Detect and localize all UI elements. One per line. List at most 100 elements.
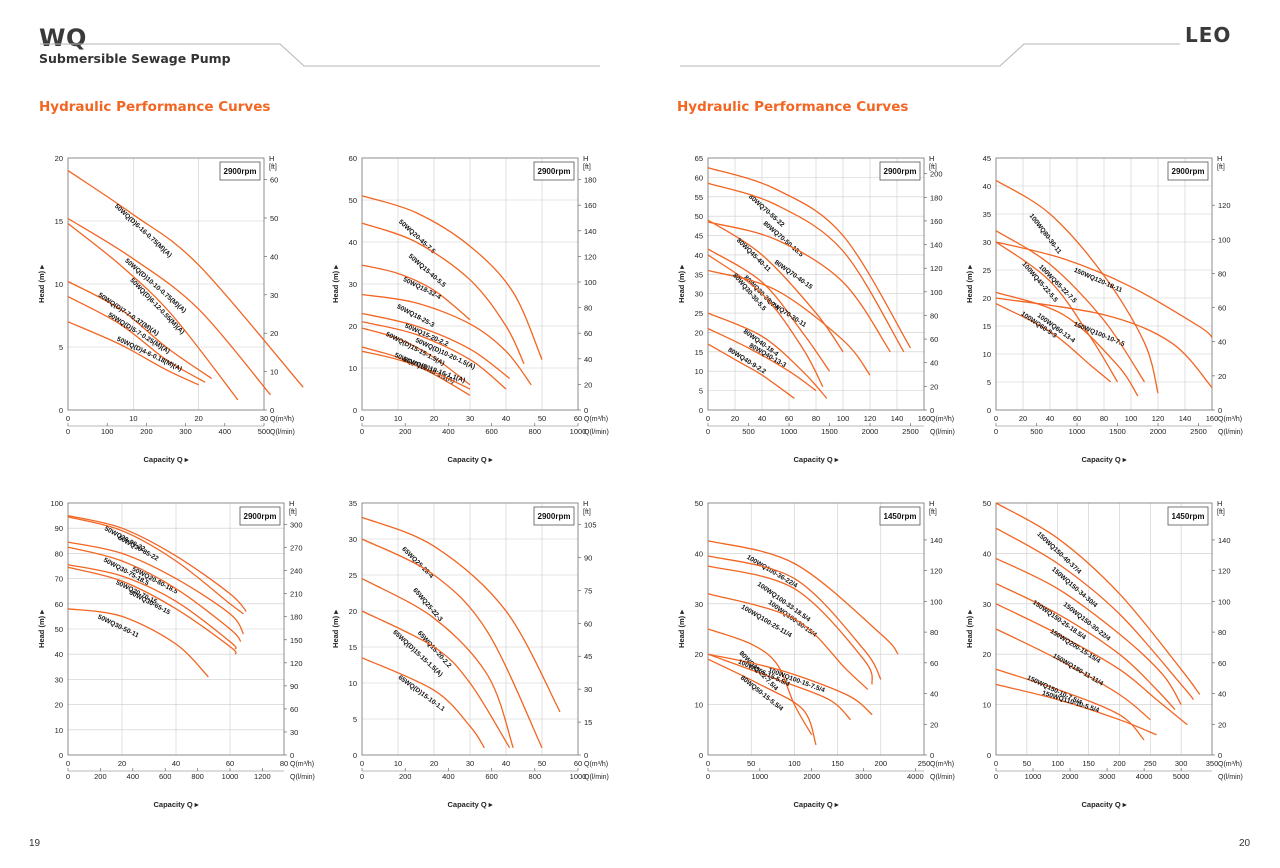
series-curve <box>995 628 1151 721</box>
lmin-tick-label: 200 <box>399 772 412 781</box>
ft-tick-label: 0 <box>930 751 934 760</box>
lmin-tick-label: 1500 <box>821 427 838 436</box>
x-tick-label: 0 <box>66 759 70 768</box>
lmin-tick-label: 4000 <box>1136 772 1153 781</box>
ft-unit-label: [ft] <box>289 509 297 516</box>
lmin-tick-label: 200 <box>140 427 153 436</box>
ft-tick-label: 180 <box>290 613 303 622</box>
ft-tick-label: 100 <box>1218 597 1231 606</box>
series-label: 80WQ70-50-18.5 <box>762 220 805 259</box>
series-curve <box>995 241 1213 338</box>
y-axis-title: Head (m) ▸ <box>37 264 46 303</box>
x-axis-title: Capacity Q ▸ <box>143 455 189 464</box>
ft-tick-label: 140 <box>930 536 943 545</box>
ft-tick-label: 100 <box>1218 235 1231 244</box>
series-curve <box>995 527 1195 701</box>
chart-c7: 0 10 20 30 40 50 0 20 40 60 80 100 120 140 H[ft] 0 50 100… <box>677 499 955 809</box>
ft-tick-label: 40 <box>270 252 278 261</box>
series-label: 150WQ100-10-7.5 <box>1073 321 1126 348</box>
series-curve <box>707 653 873 716</box>
plot-frame <box>995 157 1213 411</box>
y-tick-label: 30 <box>349 280 357 289</box>
ft-tick-label: 120 <box>930 567 943 576</box>
y-tick-label: 0 <box>987 406 991 415</box>
lmin-tick-label: 1000 <box>1069 427 1086 436</box>
y-tick-label: 0 <box>59 751 63 760</box>
series-curve <box>707 254 824 388</box>
series-curve <box>361 350 471 390</box>
y-tick-label: 20 <box>695 650 703 659</box>
ft-tick-label: 15 <box>584 718 592 727</box>
y-tick-label: 20 <box>695 328 703 337</box>
x-tick-label: 60 <box>574 414 582 423</box>
plot-frame <box>995 502 1213 756</box>
x-tick-label: 50 <box>747 759 755 768</box>
y-tick-label: 15 <box>349 643 357 652</box>
lmin-tick-label: 600 <box>159 772 172 781</box>
lmin-tick-label: 1200 <box>254 772 271 781</box>
ft-tick-label: 120 <box>584 252 597 261</box>
rpm-label: 2900rpm <box>538 167 571 176</box>
y-tick-label: 5 <box>59 343 63 352</box>
x-tick-label: 100 <box>1051 759 1064 768</box>
x-tick-label: 50 <box>538 759 546 768</box>
series-curve <box>67 170 304 388</box>
x-tick-label: 60 <box>1073 414 1081 423</box>
y-tick-label: 15 <box>55 217 63 226</box>
series-curve <box>67 564 237 650</box>
series-curve <box>707 653 852 721</box>
lmin-tick-label: 1500 <box>1109 427 1126 436</box>
y-tick-label: 10 <box>695 367 703 376</box>
y-tick-label: 20 <box>983 650 991 659</box>
ft-tick-label: 180 <box>930 193 943 202</box>
lmin-tick-label: 0 <box>66 427 70 436</box>
y-tick-label: 10 <box>983 350 991 359</box>
y-axis-title: Head (m) ▸ <box>331 264 340 303</box>
ft-tick-label: 60 <box>1218 304 1226 313</box>
h-unit-label: H <box>1217 154 1222 163</box>
section-title-right: Hydraulic Performance Curves <box>677 99 909 115</box>
lmin-tick-label: 0 <box>706 427 710 436</box>
lmin-tick-label: 400 <box>442 427 455 436</box>
ft-unit-label: [ft] <box>929 164 937 171</box>
rpm-box <box>533 161 575 181</box>
y-tick-label: 0 <box>699 406 703 415</box>
ft-tick-label: 120 <box>1218 201 1231 210</box>
x-tick-label: 250 <box>918 759 931 768</box>
series-curve <box>67 516 244 615</box>
lmin-tick-label: 2000 <box>803 772 820 781</box>
ft-tick-label: 100 <box>584 278 597 287</box>
ft-tick-label: 120 <box>290 659 303 668</box>
ft-unit-label: [ft] <box>583 164 591 171</box>
lmin-unit-label: Q(l/min) <box>1218 429 1243 436</box>
rpm-label: 2900rpm <box>538 512 571 521</box>
ft-tick-label: 20 <box>1218 372 1226 381</box>
x-tick-label: 30 <box>466 414 474 423</box>
lmin-tick-label: 0 <box>360 427 364 436</box>
x-tick-label: 120 <box>864 414 877 423</box>
y-axis-title: Head (m) ▸ <box>965 609 974 648</box>
x-tick-label: 250 <box>1144 759 1157 768</box>
ft-unit-label: [ft] <box>929 509 937 516</box>
x-tick-label: 40 <box>1046 414 1054 423</box>
lmin-tick-label: 4000 <box>907 772 924 781</box>
chart-c2: 0102030405060020406080100120140160180H[f… <box>331 154 609 464</box>
lmin-tick-label: 800 <box>191 772 204 781</box>
lmin-tick-label: 400 <box>442 772 455 781</box>
lmin-tick-label: 1000 <box>781 427 798 436</box>
x-tick-label: 10 <box>394 414 402 423</box>
series-curve <box>361 538 543 749</box>
rpm-box <box>1167 506 1209 526</box>
x-axis-title: Capacity Q ▸ <box>447 800 493 809</box>
series-label: 100WQ80-36-11 <box>1028 213 1063 256</box>
q-unit-label: Q(m³/h) <box>584 761 608 768</box>
series-curve <box>707 593 869 690</box>
q-unit-label: Q(m³/h) <box>1218 416 1242 423</box>
lmin-tick-label: 600 <box>485 427 498 436</box>
lmin-tick-label: 300 <box>179 427 192 436</box>
ft-tick-label: 30 <box>270 291 278 300</box>
rpm-label: 1450rpm <box>1172 512 1205 521</box>
ft-tick-label: 120 <box>1218 567 1231 576</box>
ft-tick-label: 0 <box>584 406 588 415</box>
y-tick-label: 50 <box>349 196 357 205</box>
